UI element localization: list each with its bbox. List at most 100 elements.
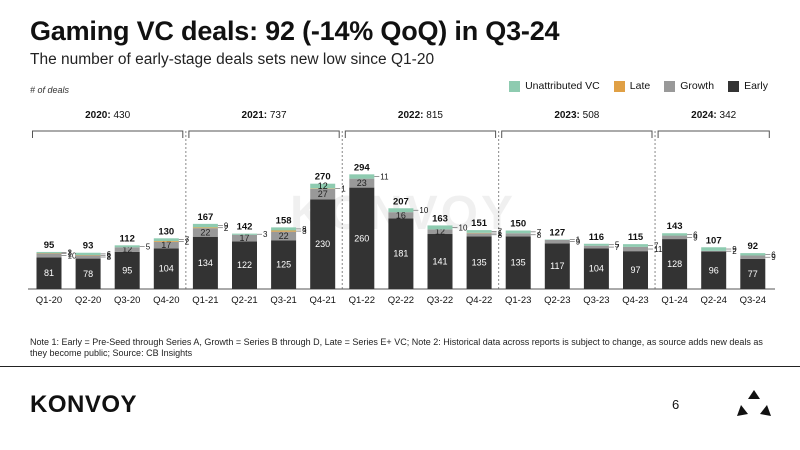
data-label-growth: 8 xyxy=(537,231,542,240)
bar-segment-early xyxy=(310,199,336,289)
bar-total-label: 151 xyxy=(471,218,488,229)
data-label-unattributed: 6 xyxy=(693,230,698,239)
bar-segment-early xyxy=(701,251,727,289)
data-label-growth: 22 xyxy=(279,231,289,241)
data-label-unattributed: 8 xyxy=(302,225,307,234)
x-tick-label: Q3-24 xyxy=(740,295,766,306)
legend-growth: Growth xyxy=(664,80,714,92)
bar-segment-growth xyxy=(583,245,609,249)
bar-total-label: 294 xyxy=(354,162,371,173)
data-label-early: 141 xyxy=(432,257,447,267)
footnote: Note 1: Early = Pre-Seed through Series … xyxy=(30,337,763,358)
brand-logo: KONVOY xyxy=(30,391,138,418)
data-label-growth: 27 xyxy=(318,189,328,199)
year-total-label: 2021: 737 xyxy=(242,110,287,121)
stacked-bar-chart: 2020: 430 2021: 737 2022: 815 2023: 508 2024… xyxy=(28,110,776,306)
y-axis-label: # of deals xyxy=(30,85,70,95)
data-label-unattributed: 6 xyxy=(107,250,112,259)
x-tick-label: Q2-23 xyxy=(544,295,570,306)
bar-segment-unattributed xyxy=(583,243,609,246)
bar-segment-growth xyxy=(544,239,570,244)
bar-segment-growth xyxy=(114,247,140,252)
bar-segment-early xyxy=(349,187,375,289)
bar-segment-growth xyxy=(505,233,531,237)
legend-swatch-unattributed xyxy=(509,80,521,92)
bar-segment-unattributed xyxy=(349,174,375,179)
bar-total-label: 112 xyxy=(120,233,135,244)
bar-total-label: 207 xyxy=(393,196,409,207)
bar-total-label: 158 xyxy=(276,215,292,226)
bar-segment-early xyxy=(740,258,766,289)
page-subtitle: The number of early-stage deals sets new… xyxy=(30,51,435,68)
x-tick-label: Q4-23 xyxy=(622,295,648,306)
x-tick-label: Q2-21 xyxy=(231,295,257,306)
legend-label-growth: Growth xyxy=(680,80,715,92)
x-tick-label: Q1-22 xyxy=(349,295,375,306)
bar-segment-growth xyxy=(662,235,688,240)
data-label-unattributed: 7 xyxy=(654,242,659,251)
legend-swatch-late xyxy=(613,80,625,92)
data-label-early: 96 xyxy=(709,265,719,275)
bar-total-label: 95 xyxy=(44,240,55,251)
bar-total-label: 163 xyxy=(432,213,448,224)
data-label-early: 78 xyxy=(83,269,93,279)
data-label-late: 1 xyxy=(341,185,346,194)
data-label-late: 2 xyxy=(224,224,229,233)
data-label-unattributed: 9 xyxy=(224,222,229,231)
x-tick-label: Q1-23 xyxy=(505,295,531,306)
bar-segment-growth xyxy=(701,250,727,252)
data-label-growth: 10 xyxy=(68,251,77,260)
bar-segment-unattributed xyxy=(388,208,414,213)
bar-segment-late xyxy=(271,230,297,232)
data-label-early: 97 xyxy=(630,265,640,275)
x-tick-label: Q1-20 xyxy=(36,295,62,306)
data-label-early: 81 xyxy=(44,268,54,278)
bar-segment-growth xyxy=(232,234,257,242)
year-total-label: 2022: 815 xyxy=(398,110,443,121)
x-tick-label: Q1-21 xyxy=(192,295,218,306)
bar-segment-growth xyxy=(427,229,453,235)
year-bracket xyxy=(188,130,340,138)
bar-total-label: 150 xyxy=(510,219,526,230)
data-label-unattributed: 6 xyxy=(771,250,776,259)
data-label-early: 117 xyxy=(550,261,564,271)
bar-total-label: 115 xyxy=(628,232,644,243)
legend-swatch-early xyxy=(728,80,740,92)
footer-divider xyxy=(0,366,800,367)
x-tick-label: Q4-21 xyxy=(309,295,335,306)
year-total-label: 2024: 342 xyxy=(691,110,736,121)
legend-label-early: Early xyxy=(744,80,768,92)
bar-total-label: 127 xyxy=(549,227,565,238)
bar-total-label: 143 xyxy=(667,221,683,232)
page-title: Gaming VC deals: 92 (-14% QoQ) in Q3-24 xyxy=(30,16,560,46)
bar-segment-growth xyxy=(192,228,218,237)
bar-segment-early xyxy=(114,251,140,289)
data-label-unattributed: 7 xyxy=(185,236,190,245)
bar-segment-unattributed xyxy=(662,233,688,236)
bar-segment-unattributed xyxy=(36,251,62,254)
legend-early: Early xyxy=(728,80,768,92)
data-label-early: 128 xyxy=(667,259,682,269)
bar-total-label: 130 xyxy=(158,226,174,237)
data-label-late: 1 xyxy=(107,251,112,260)
data-label-early: 104 xyxy=(159,264,174,274)
bar-segment-early xyxy=(662,239,688,289)
bar-segment-early xyxy=(36,257,62,289)
data-label-late: 1 xyxy=(498,229,503,238)
bar-total-label: 107 xyxy=(706,235,722,246)
bar-segment-growth xyxy=(388,212,414,219)
bar-segment-early xyxy=(75,258,101,289)
bar-segment-early xyxy=(232,241,257,289)
x-tick-label: Q3-23 xyxy=(583,295,609,306)
bar-segment-unattributed xyxy=(427,225,453,230)
data-label-early: 181 xyxy=(393,249,408,259)
bar-segment-growth xyxy=(271,231,297,241)
x-tick-label: Q4-22 xyxy=(466,295,492,306)
data-label-early: 125 xyxy=(276,260,291,270)
data-label-growth: 16 xyxy=(396,210,406,220)
bar-total-label: 270 xyxy=(315,172,331,183)
year-bracket xyxy=(657,130,770,138)
data-label-unattributed: 3 xyxy=(68,249,73,258)
bar-total-label: 142 xyxy=(237,222,253,233)
bar-segment-early xyxy=(153,248,179,289)
